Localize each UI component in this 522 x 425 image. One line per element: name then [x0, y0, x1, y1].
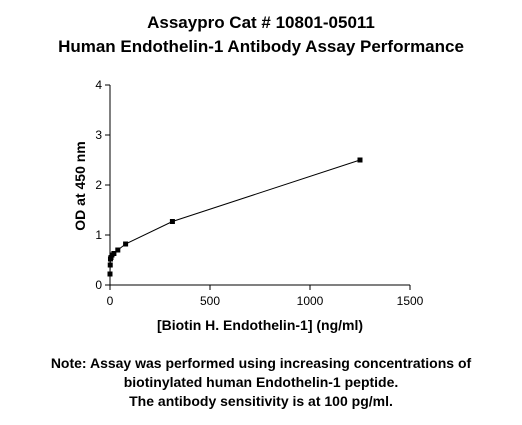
chart-title: Assaypro Cat # 10801-05011 — [147, 13, 375, 32]
data-point — [123, 241, 129, 247]
y-tick-label: 2 — [95, 178, 102, 192]
series-points-group — [107, 157, 363, 277]
note-line-1: Note: Assay was performed using increasi… — [50, 355, 472, 371]
series-line-group — [109, 159, 361, 275]
y-tick-label: 3 — [95, 128, 102, 142]
y-axis-label: OD at 450 nm — [72, 141, 88, 230]
x-axis-label: [Biotin H. Endothelin-1] (ng/ml) — [157, 317, 363, 333]
standard-curve-chart: 0 1 2 3 4 0 500 1000 1500 [Biotin H. Endothelin-… — [72, 78, 424, 333]
chart-axes — [109, 85, 410, 286]
y-tick-label: 0 — [95, 278, 102, 292]
chart-ticks: 0 1 2 3 4 0 500 1000 1500 — [95, 78, 423, 308]
data-point — [115, 247, 121, 253]
data-point — [357, 157, 363, 163]
x-tick-label: 500 — [200, 294, 220, 308]
series-line — [109, 159, 361, 275]
data-point — [169, 219, 175, 224]
chart-subtitle: Human Endothelin-1 Antibody Assay Perfor… — [58, 37, 464, 56]
data-point — [111, 251, 117, 256]
data-point — [107, 262, 113, 268]
x-tick-label: 1500 — [397, 294, 424, 308]
note-line-3: The antibody sensitivity is at 100 pg/ml… — [129, 393, 393, 409]
note-line-2: biotinylated human Endothelin-1 peptide. — [123, 374, 399, 390]
data-point — [107, 271, 113, 277]
y-tick-label: 1 — [95, 228, 102, 242]
x-tick-label: 1000 — [297, 294, 324, 308]
y-tick-label: 4 — [95, 78, 102, 92]
x-tick-label: 0 — [107, 294, 114, 308]
